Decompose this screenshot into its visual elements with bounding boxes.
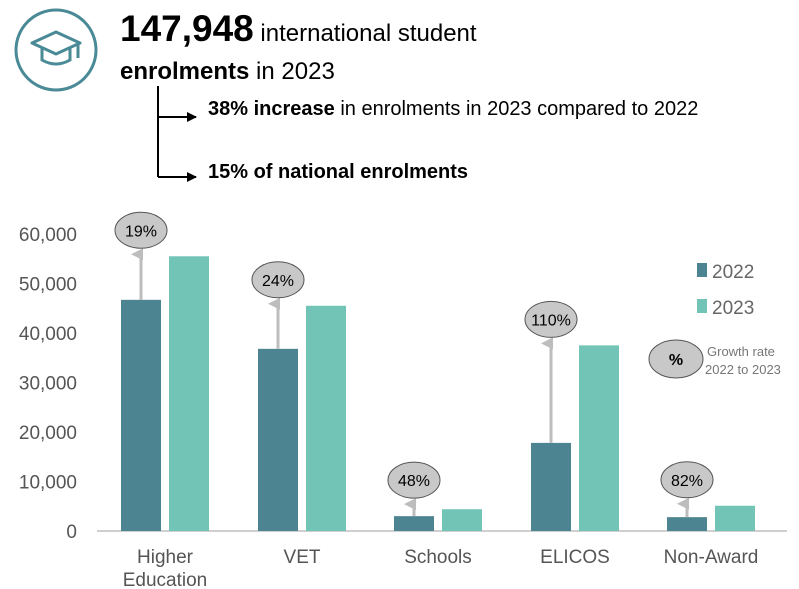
bar-2023 [306, 305, 346, 531]
growth-bubble [660, 461, 714, 499]
growth-label: 110% [531, 312, 571, 329]
bullet-national-share-bold: 15% of national enrolments [208, 161, 469, 183]
growth-bubble [524, 300, 578, 338]
bars-group [121, 256, 755, 531]
bar-2022 [531, 442, 571, 531]
growth-rate-key-symbol: % [669, 352, 683, 369]
growth-label: 19% [125, 223, 157, 240]
total-enrolments: 147,948 [120, 8, 254, 49]
growth-label: 24% [262, 273, 294, 290]
growth-rate-key-line2: 2022 to 2023 [705, 362, 781, 377]
bar-2022 [667, 517, 707, 531]
bullet-increase-bold: 38% increase [208, 98, 335, 120]
legend: 2022 2023 % Growth rate 2022 to 2023 [648, 262, 781, 379]
y-axis: 0 10,000 20,000 30,000 40,000 50,000 60,000 [19, 225, 77, 543]
growth-rate-key-bubble [648, 339, 704, 379]
y-tick-label: 50,000 [19, 275, 77, 296]
bar-2022 [258, 348, 298, 531]
x-category-label: Higher Education [123, 547, 208, 589]
bar-2023 [442, 509, 482, 531]
legend-swatch-2022 [697, 263, 707, 277]
x-category-label: ELICOS [540, 547, 610, 568]
growth-label: 48% [398, 473, 430, 490]
bar-2022 [394, 516, 434, 531]
legend-label-2023: 2023 [712, 298, 754, 319]
growth-label: 82% [671, 473, 703, 490]
x-axis-labels: Higher Education VET Schools ELICOS Non-Award [123, 547, 759, 589]
y-tick-label: 10,000 [19, 473, 77, 494]
x-category-label: VET [284, 547, 321, 568]
headline-line-1: 147,948 international student [120, 8, 477, 50]
y-tick-label: 60,000 [19, 225, 77, 246]
growth-bubble [387, 461, 441, 499]
growth-bubble [251, 261, 305, 299]
growth-rate-key-line1: Growth rate [707, 344, 775, 359]
bar-2023 [715, 505, 755, 531]
graduation-cap-icon [14, 8, 98, 92]
y-tick-label: 30,000 [19, 374, 77, 395]
y-tick-label: 0 [66, 522, 77, 543]
legend-label-2022: 2022 [712, 262, 754, 283]
y-tick-label: 40,000 [19, 324, 77, 345]
bar-2023 [579, 345, 619, 531]
legend-swatch-2023 [697, 299, 707, 313]
headline-text-1: international student [260, 20, 477, 47]
bullet-increase-text: in enrolments in 2023 compared to 2022 [340, 98, 699, 120]
bullet-national-share: 15% of national enrolments [208, 160, 468, 184]
bar-2023 [169, 256, 209, 531]
growth-bubble [114, 211, 168, 249]
y-tick-label: 20,000 [19, 423, 77, 444]
bullet-increase: 38% increase in enrolments in 2023 compa… [208, 97, 768, 121]
headline-bold-2: enrolments [120, 58, 250, 85]
headline-line-2: enrolments in 2023 [120, 58, 335, 86]
headline-text-2: in 2023 [256, 58, 335, 85]
growth-annotations: 19% 24% 48% 110% 82% [114, 211, 714, 518]
bar-2022 [121, 299, 161, 531]
x-category-label: Schools [404, 547, 472, 568]
x-category-label: Non-Award [664, 547, 759, 568]
